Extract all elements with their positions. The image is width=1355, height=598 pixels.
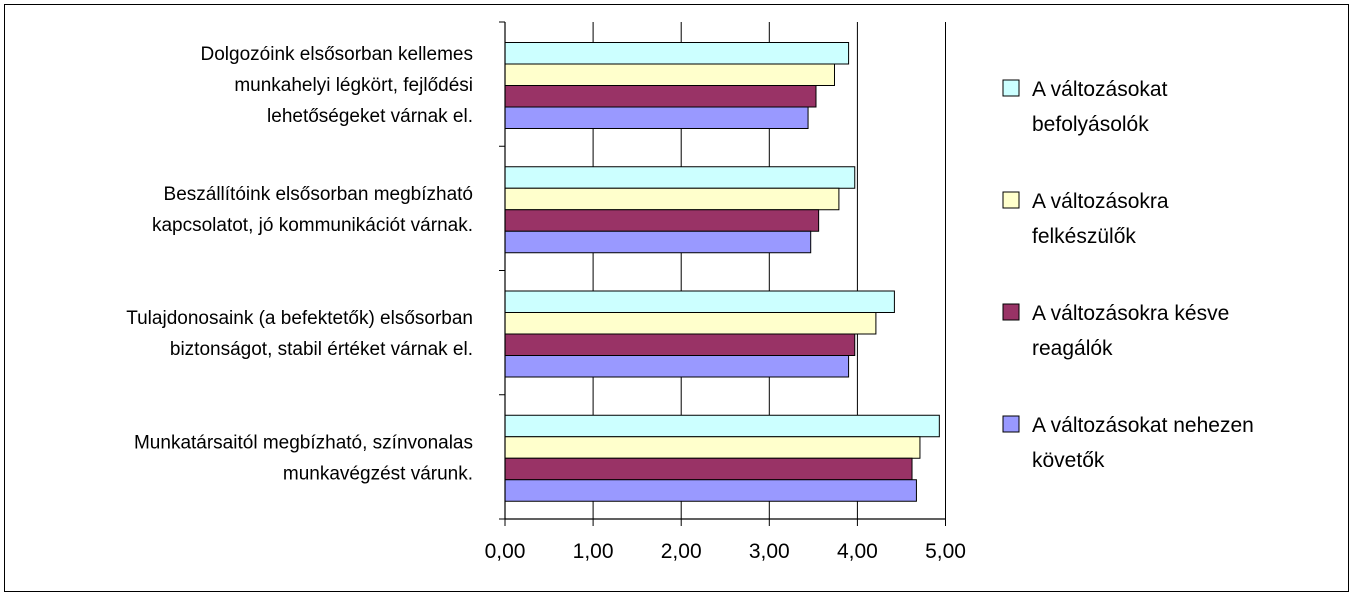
legend-item[interactable]: A változásokra felkészülők <box>1002 190 1169 248</box>
bar <box>504 290 895 313</box>
bar <box>504 209 820 232</box>
bar <box>504 106 809 129</box>
legend-item[interactable]: A változásokat nehezen követők <box>1002 414 1254 472</box>
category-label: Beszállítóink elsősorban megbízható kapcs… <box>152 184 473 236</box>
x-tick-label: 1,00 <box>573 540 614 563</box>
axes: 0,00 1,00 2,00 3,00 4,00 5,00 <box>485 21 966 563</box>
legend-label: A változásokat befolyásolók <box>1032 78 1168 136</box>
bars <box>504 42 940 502</box>
category-label: Dolgozóink elsősorban kellemes munkahelyi… <box>201 44 473 127</box>
bar <box>504 85 817 108</box>
bar <box>504 230 812 254</box>
legend-swatch <box>1002 303 1020 321</box>
legend-label: A változásokra késve reagálók <box>1032 302 1229 360</box>
legend-label: A változásokat nehezen követők <box>1032 414 1254 472</box>
x-tick-label: 4,00 <box>837 540 878 563</box>
legend-swatch <box>1002 191 1020 209</box>
bar <box>504 355 850 378</box>
bar <box>504 436 921 459</box>
bar <box>504 479 917 502</box>
x-tick-label: 0,00 <box>485 540 526 563</box>
category-label: Tulajdonosaink (a befektetők) elsősorban… <box>126 308 473 360</box>
bar <box>504 457 913 481</box>
bar <box>504 166 856 189</box>
bar <box>504 312 877 335</box>
bar <box>504 187 840 211</box>
legend-item[interactable]: A változásokra késve reagálók <box>1002 302 1229 360</box>
legend-item[interactable]: A változásokat befolyásolók <box>1002 78 1168 136</box>
bar <box>504 333 856 356</box>
x-tick-label: 2,00 <box>661 540 702 563</box>
x-tick-label: 3,00 <box>749 540 790 563</box>
legend-label: A változásokra felkészülők <box>1032 190 1169 248</box>
legend-swatch <box>1002 415 1020 433</box>
category-labels: Dolgozóink elsősorban kellemes munkahelyi… <box>126 44 473 484</box>
legend[interactable]: A változásokat befolyásolók A változásokra… <box>1002 78 1254 472</box>
bar <box>504 42 850 65</box>
bar <box>504 63 835 86</box>
legend-swatch <box>1002 79 1020 97</box>
x-tick-label: 5,00 <box>925 540 966 563</box>
bar <box>504 414 940 438</box>
category-label: Munkatársaitól megbízható, színvonalas mu… <box>134 432 473 484</box>
